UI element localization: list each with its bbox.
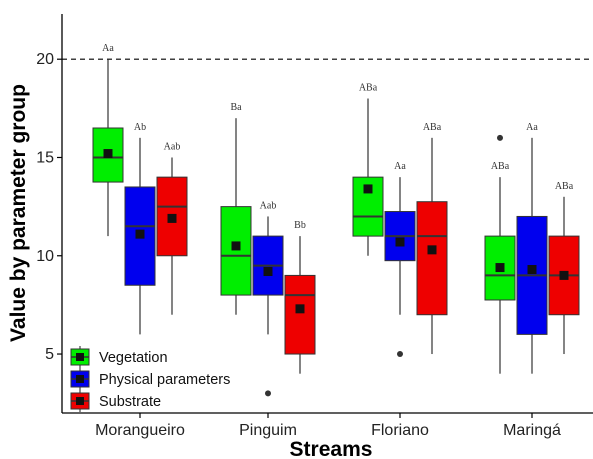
- legend-label: Vegetation: [99, 350, 168, 366]
- mean-marker: [427, 245, 437, 255]
- legend-mean-marker: [76, 375, 84, 383]
- y-tick-label: 5: [45, 346, 54, 363]
- box-vegetation-1: [220, 118, 252, 315]
- mean-marker: [363, 184, 373, 194]
- box-substrate-2: [416, 137, 448, 355]
- box-body: [284, 274, 316, 355]
- mean-marker: [231, 241, 241, 251]
- axes-layer: 5 10 15 20 Morangueiro Pinguim Floriano Maringá: [36, 14, 593, 439]
- significance-label: ABa: [423, 122, 442, 133]
- box-body: [416, 201, 448, 316]
- significance-label: Aa: [102, 43, 114, 54]
- legend-item-vegetation: Vegetation: [70, 346, 168, 368]
- x-tick-label: Pinguim: [239, 422, 297, 439]
- mean-marker: [135, 229, 145, 239]
- legend-item-physical-parameters: Physical parameters: [70, 368, 230, 390]
- box-physical-parameters-0: [124, 137, 156, 335]
- significance-label: Aab: [260, 200, 277, 211]
- y-tick-label: 10: [36, 248, 54, 265]
- x-axis-title: Streams: [290, 438, 373, 459]
- box-substrate-0: [156, 157, 188, 315]
- significance-label: ABa: [491, 161, 510, 172]
- box-vegetation-0: [92, 59, 124, 237]
- box-body: [352, 176, 384, 237]
- box-physical-parameters-2: [384, 177, 416, 358]
- y-tick-label: 15: [36, 149, 54, 166]
- box-substrate-3: [548, 196, 580, 355]
- mean-marker: [559, 270, 569, 280]
- significance-label: Ba: [230, 102, 242, 113]
- x-tick-label: Morangueiro: [95, 422, 185, 439]
- significance-label: ABa: [555, 181, 574, 192]
- outlier-point: [497, 134, 503, 141]
- box-vegetation-2: [352, 98, 384, 256]
- mean-marker: [263, 266, 273, 276]
- mean-marker: [495, 263, 505, 273]
- boxes-layer: [92, 59, 580, 397]
- legend-label: Substrate: [99, 394, 161, 410]
- x-tick-label: Maringá: [503, 422, 561, 439]
- box-body: [220, 206, 252, 296]
- x-tick-label: Floriano: [371, 422, 429, 439]
- box-physical-parameters-3: [516, 137, 548, 374]
- legend-mean-marker: [76, 353, 84, 361]
- mean-marker: [527, 265, 537, 275]
- significance-label: ABa: [359, 83, 378, 94]
- significance-label: Bb: [294, 220, 306, 231]
- legend: Vegetation Physical parameters Substrate: [70, 346, 230, 412]
- box-physical-parameters-1: [252, 216, 284, 397]
- mean-marker: [295, 304, 305, 314]
- outlier-point: [397, 351, 403, 358]
- y-axis-title: Value by parameter group: [7, 84, 30, 342]
- significance-label: Ab: [134, 122, 146, 133]
- legend-label: Physical parameters: [99, 372, 230, 388]
- legend-item-substrate: Substrate: [70, 390, 161, 412]
- significance-label: Aab: [164, 141, 181, 152]
- y-tick-label: 20: [36, 51, 54, 68]
- outlier-point: [265, 390, 271, 397]
- mean-marker: [167, 213, 177, 223]
- significance-label: Aa: [394, 161, 406, 172]
- significance-labels-layer: Aa Ba ABa ABa Ab Aab Aa Aa Aab Bb ABa ABa: [102, 43, 574, 231]
- significance-label: Aa: [526, 122, 538, 133]
- box-vegetation-3: [484, 134, 516, 374]
- mean-marker: [395, 237, 405, 247]
- mean-marker: [103, 149, 113, 159]
- box-substrate-1: [284, 236, 316, 374]
- legend-mean-marker: [76, 397, 84, 405]
